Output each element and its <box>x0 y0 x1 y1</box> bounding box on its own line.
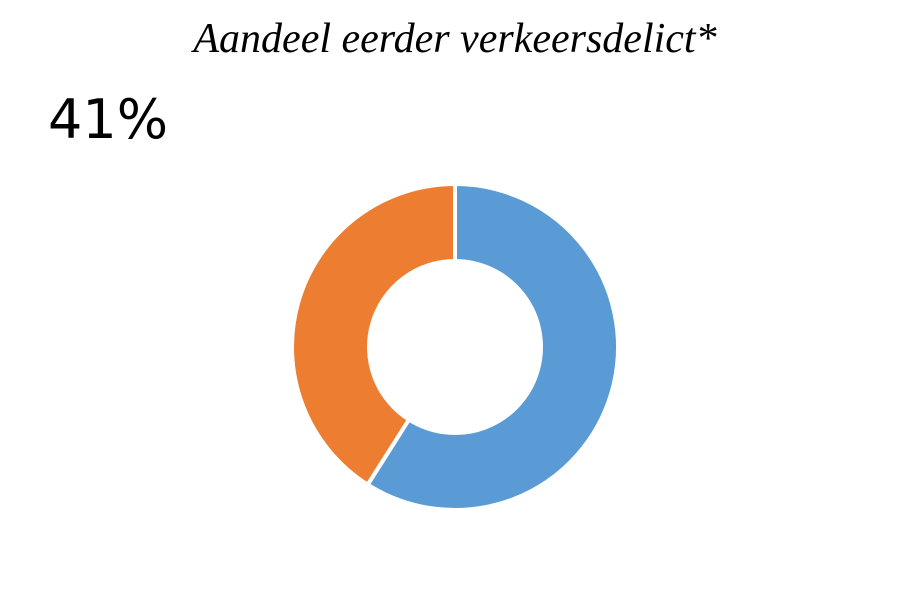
chart-title: Aandeel eerder verkeersdelict* <box>190 16 716 62</box>
donut-slice <box>364 181 620 512</box>
donut-slice <box>290 181 457 488</box>
value-label: 41% <box>48 88 168 151</box>
